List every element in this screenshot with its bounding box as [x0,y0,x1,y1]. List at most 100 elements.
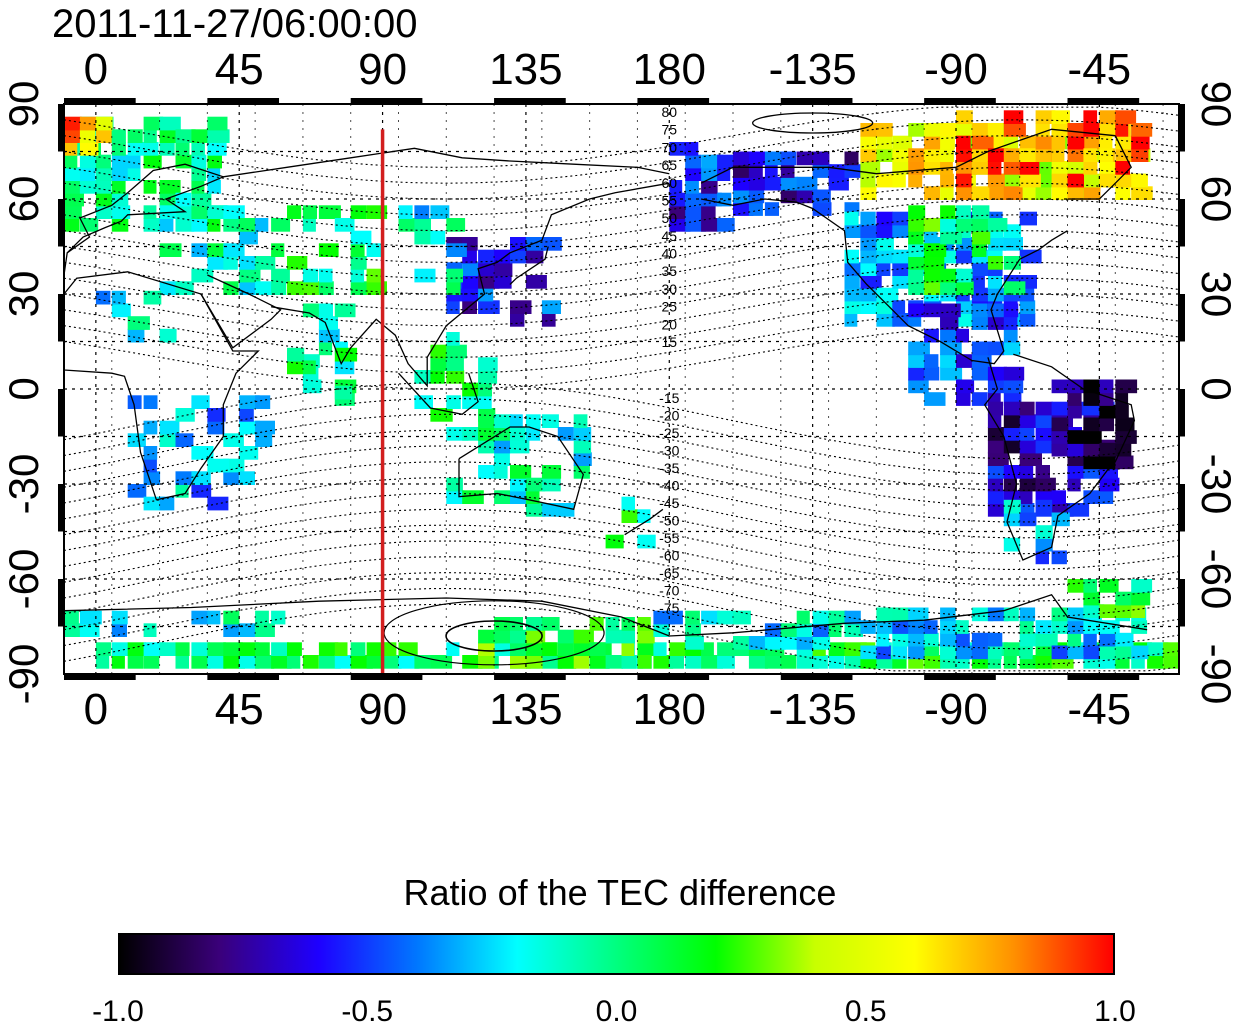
tec-cell [64,142,78,156]
tec-cell [143,142,159,156]
tec-cell [1131,173,1148,188]
tec-cell [525,477,546,492]
tec-cell [255,256,276,270]
tec-cell [1003,465,1021,479]
tec-cell [255,623,275,637]
tec-cell [924,218,944,232]
lat-tick-label-left: -30 [0,454,47,515]
contour-label: 20 [661,316,677,332]
tec-cell [111,180,126,194]
tec-cell [971,186,990,200]
tec-cell [573,414,588,428]
tec-cell [175,642,190,656]
contour-label: -50 [659,513,679,529]
tec-cell [318,281,334,295]
edge-scale-bar [207,98,280,104]
coastline [983,353,1136,561]
tec-cell [987,275,1003,289]
tec-cell [796,636,815,650]
tec-cell [1083,417,1103,432]
tec-cell [956,328,969,343]
tec-cell [1035,401,1053,416]
tec-cell [780,623,799,637]
tec-cell [892,224,911,238]
tec-cell [1083,645,1101,660]
tec-cell [111,218,129,232]
tec-cell [414,370,431,384]
tec-cell [127,154,141,169]
tec-cell [621,509,638,523]
tec-cell [971,205,990,219]
tec-cell [239,623,258,637]
tec-cell [79,116,98,131]
tec-cell [860,173,876,188]
tec-cell [350,281,368,295]
tec-cell [733,164,751,178]
tec-cell [143,116,164,131]
tec-cell [271,268,290,283]
tec-cell [860,275,882,289]
tec-cell [207,129,230,143]
tec-cell [478,465,499,479]
tec-cell [95,180,112,194]
tec-cell [143,446,158,460]
tec-cell [892,645,908,660]
tec-cell [127,142,148,156]
contour-label: 30 [661,281,677,297]
tec-cell [812,636,831,650]
tec-cell [525,414,541,428]
tec-cell [940,366,963,381]
tec-cell [701,218,719,232]
tec-cell [971,303,988,318]
tec-cell [414,268,436,283]
tec-cell [892,173,906,188]
tec-cell [876,632,890,647]
tec-cell [1019,161,1040,175]
tec-cell [541,414,559,428]
tec-cell [987,186,1009,200]
lat-tick-label-right: 90 [1193,81,1240,128]
lon-tick-label-bottom: 45 [215,685,264,734]
tec-cell [207,408,226,422]
lon-tick-label-bottom: 135 [489,685,562,734]
tec-cell [685,636,704,650]
tec-cell [940,186,954,200]
tec-cell [127,395,142,409]
tec-cell [940,205,956,219]
tec-cell [1067,135,1085,150]
tec-cell [892,262,909,276]
tec-cell [987,161,1002,175]
tec-cell [1019,607,1036,622]
mag-contour-north [64,325,1179,390]
tec-cell [844,211,859,226]
tec-cell [510,629,527,644]
mag-contour-south [64,492,1179,571]
tec-cell [318,316,338,330]
tec-cell [1083,591,1101,606]
contour-label: -40 [659,478,679,494]
contour-label: 25 [661,299,677,315]
tec-cell [398,218,419,232]
tec-cell [1019,452,1042,466]
tec-cell [462,655,483,669]
tec-cell [271,610,286,625]
tec-cell [159,420,180,435]
tec-cell [478,395,492,409]
tec-cell [430,370,445,384]
tec-cell [510,414,523,428]
tec-cell [1067,632,1082,647]
tec-cell [366,243,381,257]
tec-cell [111,205,131,219]
tec-cell [701,610,720,625]
tec-cell [1163,642,1179,656]
tec-cell [525,617,544,631]
tec-cell [494,617,512,631]
tec-cell [525,427,541,441]
tec-cell [908,230,924,245]
tec-cell [1035,439,1053,454]
lon-tick-label-top: -90 [924,45,988,94]
tec-cell [143,471,161,485]
tec-cell [430,357,448,371]
tec-cell [462,262,484,276]
lon-tick-label-top: -45 [1068,45,1132,94]
